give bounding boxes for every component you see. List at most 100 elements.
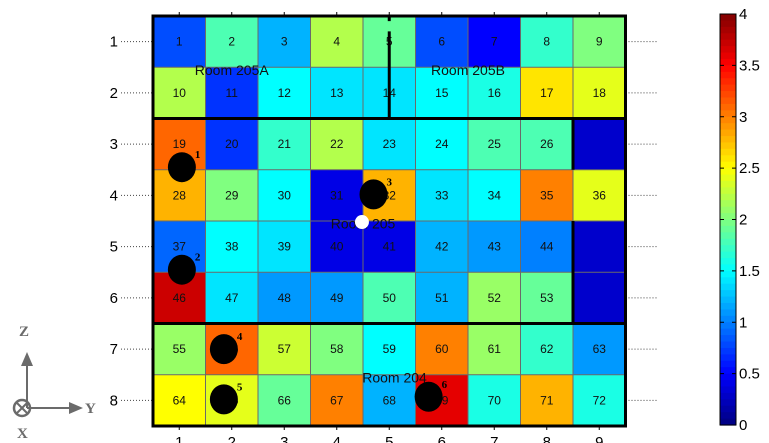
heatmap-cell bbox=[573, 16, 626, 68]
cell-number: 2 bbox=[228, 35, 235, 49]
cell-number: 39 bbox=[278, 240, 292, 254]
heatmap-cell bbox=[415, 67, 469, 119]
cell-number: 40 bbox=[330, 240, 344, 254]
cell-number: 43 bbox=[488, 240, 502, 254]
heatmap-cell bbox=[415, 323, 469, 376]
cell-number: 68 bbox=[383, 393, 397, 407]
colorbar: 0 0.5 1 1.5 2 2.5 3 3.5 4 bbox=[719, 6, 760, 434]
heatmap-cell bbox=[363, 323, 416, 376]
cell-number: 34 bbox=[488, 188, 502, 202]
y-tick-label: 2 bbox=[110, 85, 118, 102]
cell-number: 12 bbox=[278, 86, 292, 100]
colorbar-tick-label: 2.5 bbox=[739, 160, 760, 177]
y-tick-label: 4 bbox=[110, 187, 118, 204]
heatmap-cells: 1234567891011121314151617181920212223242… bbox=[153, 16, 626, 427]
colorbar-tick-label: 1 bbox=[739, 314, 747, 331]
heatmap-cell bbox=[310, 16, 364, 68]
cell-number: 61 bbox=[488, 342, 502, 356]
heatmap-cell bbox=[468, 323, 521, 376]
cell-number: 57 bbox=[278, 342, 292, 356]
heatmap-cell bbox=[520, 67, 574, 119]
heatmap-cell bbox=[468, 374, 521, 427]
x-tick-label: 3 bbox=[280, 434, 288, 443]
heatmap-cell bbox=[153, 16, 206, 68]
y-tick-label: 6 bbox=[110, 290, 118, 307]
cell-number: 70 bbox=[488, 393, 502, 407]
heatmap-cell bbox=[415, 118, 469, 171]
sensor-marker bbox=[167, 152, 196, 183]
cell-number: 3 bbox=[281, 35, 288, 49]
heatmap-cell bbox=[363, 221, 416, 273]
cell-number: 38 bbox=[225, 240, 239, 254]
sensor-marker bbox=[209, 384, 238, 415]
cell-number: 25 bbox=[488, 137, 502, 151]
x-axis-out-symbol bbox=[12, 398, 32, 418]
sensor-marker bbox=[414, 381, 443, 412]
cell-number: 37 bbox=[173, 240, 187, 254]
heatmap-cell bbox=[468, 118, 521, 171]
heatmap-cell bbox=[310, 169, 364, 222]
sensor-markers: 1 2 3 4 5 6 bbox=[167, 149, 448, 415]
cell-number: 26 bbox=[540, 137, 554, 151]
heatmap-cell bbox=[258, 221, 311, 273]
cell-number: 9 bbox=[596, 35, 603, 49]
cell-number: 47 bbox=[225, 291, 239, 305]
heatmap-cell bbox=[310, 323, 364, 376]
x-tick-label: 7 bbox=[490, 434, 498, 443]
x-tick-label: 9 bbox=[595, 434, 603, 443]
cell-number: 28 bbox=[173, 188, 187, 202]
room-label: Room 205B bbox=[431, 62, 505, 78]
heatmap-cell bbox=[573, 118, 626, 171]
cell-number: 60 bbox=[435, 342, 449, 356]
heatmap-cell bbox=[205, 16, 259, 68]
heatmap-cell bbox=[468, 67, 521, 119]
cell-number: 4 bbox=[333, 35, 340, 49]
cell-number: 10 bbox=[173, 86, 187, 100]
x-tick-label: 1 bbox=[175, 434, 183, 443]
cell-number: 51 bbox=[435, 291, 449, 305]
heatmap-cell bbox=[573, 272, 626, 324]
cell-number: 23 bbox=[383, 137, 397, 151]
y-tick-label: 7 bbox=[110, 341, 118, 358]
colorbar-tick-label: 0.5 bbox=[739, 366, 760, 383]
cell-number: 52 bbox=[488, 291, 502, 305]
sensor-marker bbox=[359, 179, 388, 210]
z-arrow-head bbox=[21, 352, 33, 366]
sensor-marker-label: 3 bbox=[387, 176, 393, 188]
y-tick-label: 5 bbox=[110, 239, 118, 256]
cell-number: 72 bbox=[593, 393, 607, 407]
cell-number: 24 bbox=[435, 137, 449, 151]
cell-number: 49 bbox=[330, 291, 344, 305]
cell-number: 55 bbox=[173, 342, 187, 356]
cell-number: 35 bbox=[540, 188, 554, 202]
sensor-marker-label: 6 bbox=[442, 379, 448, 391]
sensor-marker-label: 5 bbox=[237, 381, 243, 393]
y-tick-label: 8 bbox=[110, 392, 118, 409]
heatmap-cell bbox=[205, 221, 259, 273]
cell-number: 17 bbox=[540, 86, 554, 100]
heatmap-cell bbox=[310, 374, 364, 427]
cell-number: 44 bbox=[540, 240, 554, 254]
cell-number: 30 bbox=[278, 188, 292, 202]
axes-indicator: Z Y X bbox=[12, 324, 96, 442]
cell-number: 64 bbox=[173, 393, 187, 407]
heatmap-cell bbox=[153, 374, 206, 427]
heatmap-cell bbox=[153, 323, 206, 376]
colorbar-tick-label: 1.5 bbox=[739, 263, 760, 280]
cell-number: 48 bbox=[278, 291, 292, 305]
heatmap-cell bbox=[573, 169, 626, 222]
sensor-marker bbox=[167, 254, 196, 285]
cell-number: 58 bbox=[330, 342, 344, 356]
y-arrow-head bbox=[69, 402, 83, 414]
white-marker bbox=[354, 215, 369, 230]
heatmap-cell bbox=[520, 118, 574, 171]
cell-number: 36 bbox=[593, 188, 607, 202]
heatmap-cell bbox=[415, 169, 469, 222]
heatmap-cell bbox=[468, 169, 521, 222]
cell-number: 66 bbox=[278, 393, 292, 407]
sensor-marker-label: 4 bbox=[237, 331, 243, 343]
heatmap-cell bbox=[258, 169, 311, 222]
heatmap-cell bbox=[520, 323, 574, 376]
cell-number: 42 bbox=[435, 240, 449, 254]
